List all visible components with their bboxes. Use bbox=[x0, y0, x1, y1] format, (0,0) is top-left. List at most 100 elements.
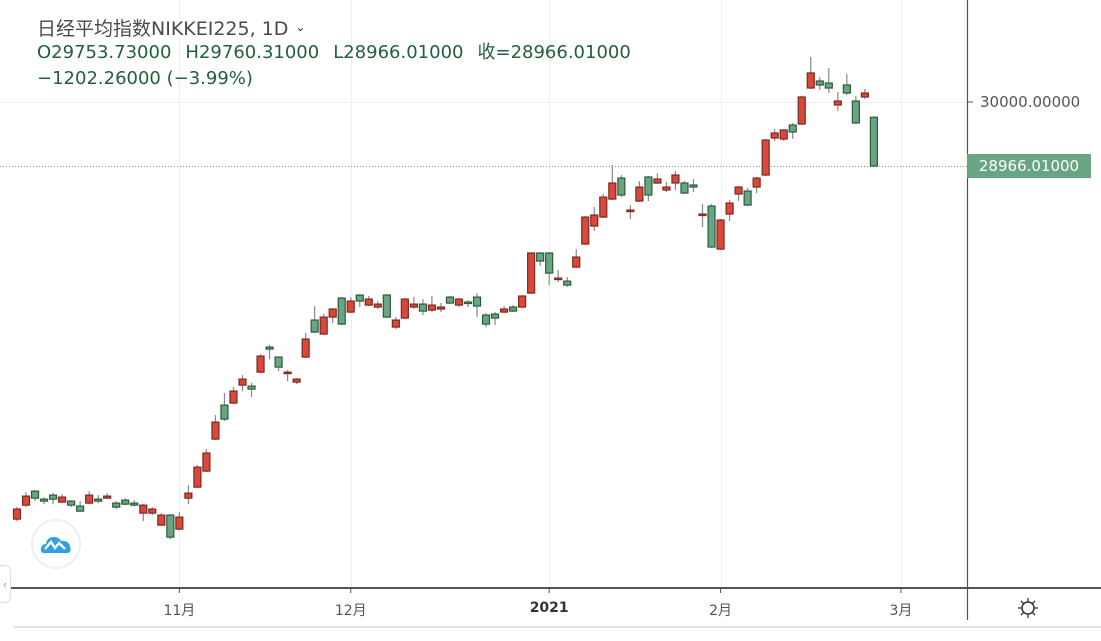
cloud-logo-icon bbox=[40, 537, 71, 553]
candle-body bbox=[364, 298, 373, 306]
candle-body bbox=[391, 319, 400, 328]
candle-body bbox=[563, 280, 572, 286]
candle-down bbox=[472, 293, 482, 318]
candle-body bbox=[265, 346, 274, 350]
candle-down bbox=[130, 500, 139, 507]
candle-up bbox=[761, 139, 770, 177]
candle-body bbox=[39, 498, 49, 502]
candle-body bbox=[409, 303, 418, 308]
candle-body bbox=[310, 319, 319, 333]
candle-up bbox=[427, 296, 437, 313]
candle-up bbox=[283, 370, 292, 382]
candle-up bbox=[797, 95, 806, 126]
candle-body bbox=[400, 298, 409, 319]
candle-down bbox=[617, 175, 626, 198]
candle-up bbox=[436, 303, 446, 313]
candle-body bbox=[698, 213, 707, 217]
candle-down bbox=[869, 116, 879, 167]
symbol-title[interactable]: 日经平均指数NIKKEI225, 1D ⌄ bbox=[37, 14, 645, 40]
candle-up bbox=[211, 415, 220, 441]
candle-up bbox=[554, 270, 563, 283]
candle-up bbox=[734, 186, 743, 202]
candle-up bbox=[157, 513, 166, 527]
candle-down bbox=[337, 297, 346, 326]
candle-down bbox=[842, 73, 851, 96]
candle-body bbox=[57, 496, 67, 503]
candle-down bbox=[680, 181, 689, 195]
candle-down bbox=[418, 299, 427, 316]
candle-up bbox=[833, 91, 842, 111]
candle-up bbox=[671, 171, 680, 191]
candle-body bbox=[518, 295, 527, 308]
candle-body bbox=[355, 294, 364, 302]
candle-up bbox=[662, 182, 671, 193]
candle-body bbox=[346, 300, 355, 313]
candle-up bbox=[653, 173, 662, 185]
candle-body bbox=[211, 421, 220, 440]
chevron-down-icon[interactable]: ⌄ bbox=[295, 20, 306, 34]
candle-up bbox=[57, 494, 67, 504]
time-label: 2月 bbox=[709, 603, 733, 619]
candle-up bbox=[698, 204, 707, 228]
candle-body bbox=[21, 495, 31, 506]
candle-body bbox=[436, 306, 446, 310]
settings-gear-icon[interactable] bbox=[1017, 597, 1039, 619]
candle-body bbox=[545, 252, 554, 274]
open-value: O29753.73000 bbox=[37, 42, 172, 63]
candle-body bbox=[671, 174, 680, 184]
candle-body bbox=[175, 516, 184, 530]
candle-up bbox=[400, 298, 409, 320]
candle-down bbox=[166, 514, 175, 540]
candle-body bbox=[707, 205, 716, 248]
candle-body bbox=[274, 356, 283, 368]
candle-body bbox=[626, 209, 635, 213]
time-label: 2021 bbox=[529, 600, 569, 616]
candle-down bbox=[445, 296, 455, 305]
candle-up bbox=[806, 57, 815, 90]
candle-body bbox=[572, 256, 581, 268]
candle-up bbox=[391, 317, 400, 330]
candle-body bbox=[662, 186, 671, 191]
candle-body bbox=[157, 514, 166, 526]
candle-body bbox=[590, 214, 599, 227]
candle-up bbox=[752, 177, 761, 194]
candle-body bbox=[860, 92, 869, 98]
candle-up bbox=[202, 449, 211, 473]
collapse-panel-button[interactable]: ‹ bbox=[0, 565, 11, 603]
candle-body bbox=[635, 186, 644, 202]
candle-body bbox=[67, 500, 76, 506]
candle-down bbox=[310, 306, 319, 334]
candle-down bbox=[689, 179, 698, 193]
candle-up bbox=[499, 306, 509, 314]
candle-down bbox=[30, 490, 40, 502]
candle-up bbox=[193, 465, 202, 489]
candle-body bbox=[373, 303, 382, 308]
candle-body bbox=[779, 129, 788, 140]
candle-body bbox=[229, 390, 238, 404]
candle-body bbox=[30, 490, 40, 499]
candle-body bbox=[121, 499, 130, 505]
candle-up bbox=[229, 387, 238, 405]
candle-body bbox=[815, 80, 824, 86]
candle-down bbox=[274, 356, 283, 372]
candle-up bbox=[319, 314, 328, 336]
candle-body bbox=[536, 252, 545, 262]
candle-body bbox=[509, 306, 518, 312]
candle-down bbox=[788, 122, 797, 140]
chart-legend: 日经平均指数NIKKEI225, 1D ⌄ O29753.73000 H29760… bbox=[37, 14, 645, 92]
candle-up bbox=[527, 252, 536, 295]
candle-body bbox=[238, 378, 247, 386]
candle-body bbox=[130, 502, 139, 506]
price-axis-label: 30000.00000 bbox=[980, 93, 1081, 111]
candle-body bbox=[166, 514, 175, 538]
candle-body bbox=[193, 466, 202, 488]
candle-body bbox=[527, 252, 536, 294]
candle-up bbox=[85, 491, 94, 505]
candle-body bbox=[76, 505, 85, 512]
candle-body bbox=[382, 294, 391, 318]
candle-body bbox=[139, 504, 148, 514]
grid bbox=[0, 0, 967, 588]
tradingview-logo[interactable] bbox=[31, 519, 81, 569]
candle-body bbox=[797, 96, 806, 125]
